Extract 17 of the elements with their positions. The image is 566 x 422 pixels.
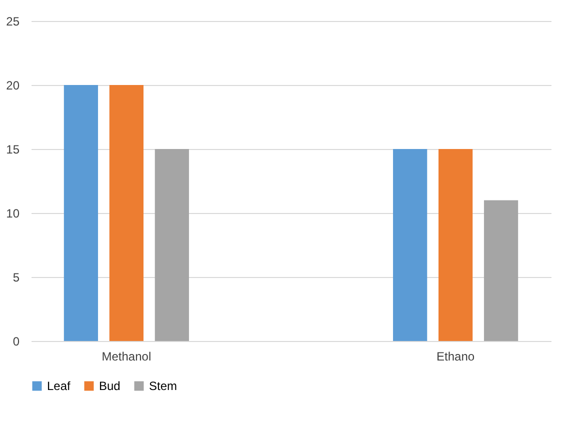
- y-tick-label: 25: [6, 14, 20, 28]
- bar: [154, 149, 189, 341]
- y-tick-label: 0: [12, 334, 20, 348]
- bar: [438, 149, 473, 341]
- bar: [484, 200, 518, 341]
- y-tick-label: 20: [6, 78, 20, 92]
- legend-label: Bud: [99, 379, 120, 393]
- legend-label: Leaf: [47, 379, 72, 393]
- y-tick-label: 10: [6, 206, 20, 220]
- y-tick-label: 15: [6, 142, 20, 156]
- bar: [64, 85, 98, 341]
- y-tick-label: 5: [12, 270, 20, 284]
- bar: [393, 149, 428, 341]
- x-tick-label: Methanol: [102, 350, 152, 364]
- legend-label: Stem: [149, 379, 178, 393]
- x-tick-label: Ethano: [436, 350, 475, 364]
- bar: [109, 85, 144, 341]
